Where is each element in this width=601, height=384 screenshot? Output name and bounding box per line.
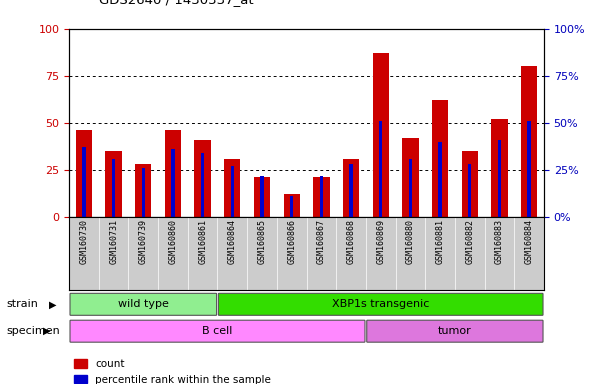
Text: GSM160730: GSM160730 bbox=[79, 219, 88, 264]
Text: tumor: tumor bbox=[438, 326, 472, 336]
Bar bbox=[112, 159, 115, 217]
Bar bbox=[320, 175, 323, 217]
Bar bbox=[224, 159, 240, 217]
FancyBboxPatch shape bbox=[367, 320, 543, 342]
Text: wild type: wild type bbox=[118, 299, 169, 310]
Bar bbox=[498, 140, 501, 217]
Bar bbox=[231, 166, 234, 217]
FancyBboxPatch shape bbox=[218, 293, 543, 315]
Bar bbox=[135, 164, 151, 217]
Text: GSM160881: GSM160881 bbox=[436, 219, 445, 264]
Text: GSM160866: GSM160866 bbox=[287, 219, 296, 264]
Text: GSM160864: GSM160864 bbox=[228, 219, 237, 264]
Bar bbox=[402, 138, 418, 217]
Bar bbox=[462, 151, 478, 217]
Text: strain: strain bbox=[6, 299, 38, 310]
Bar bbox=[284, 194, 300, 217]
Text: specimen: specimen bbox=[6, 326, 59, 336]
Text: GSM160861: GSM160861 bbox=[198, 219, 207, 264]
Bar bbox=[432, 100, 448, 217]
Bar bbox=[491, 119, 508, 217]
Bar bbox=[313, 177, 329, 217]
Bar bbox=[254, 177, 270, 217]
Text: GSM160731: GSM160731 bbox=[109, 219, 118, 264]
Bar bbox=[527, 121, 531, 217]
Text: GSM160869: GSM160869 bbox=[376, 219, 385, 264]
Text: GSM160865: GSM160865 bbox=[257, 219, 266, 264]
Text: ▶: ▶ bbox=[43, 326, 50, 336]
Bar bbox=[521, 66, 537, 217]
Text: GSM160880: GSM160880 bbox=[406, 219, 415, 264]
Bar bbox=[201, 153, 204, 217]
Bar bbox=[379, 121, 382, 217]
Bar bbox=[373, 53, 389, 217]
Bar bbox=[105, 151, 122, 217]
Text: GSM160867: GSM160867 bbox=[317, 219, 326, 264]
Bar bbox=[438, 142, 442, 217]
Bar bbox=[290, 196, 293, 217]
Bar bbox=[76, 131, 92, 217]
Bar bbox=[165, 131, 181, 217]
Bar bbox=[468, 164, 472, 217]
Bar bbox=[409, 159, 412, 217]
Text: GSM160883: GSM160883 bbox=[495, 219, 504, 264]
Text: GSM160882: GSM160882 bbox=[465, 219, 474, 264]
Bar bbox=[343, 159, 359, 217]
Bar bbox=[349, 164, 353, 217]
Bar bbox=[260, 175, 264, 217]
FancyBboxPatch shape bbox=[70, 293, 216, 315]
Text: GSM160739: GSM160739 bbox=[139, 219, 148, 264]
Bar bbox=[141, 168, 145, 217]
Text: GSM160868: GSM160868 bbox=[347, 219, 356, 264]
Legend: count, percentile rank within the sample: count, percentile rank within the sample bbox=[75, 359, 271, 384]
Text: XBP1s transgenic: XBP1s transgenic bbox=[332, 299, 429, 310]
Bar bbox=[171, 149, 175, 217]
Text: GSM160860: GSM160860 bbox=[168, 219, 177, 264]
FancyBboxPatch shape bbox=[70, 320, 365, 342]
Text: GSM160884: GSM160884 bbox=[525, 219, 534, 264]
Text: ▶: ▶ bbox=[49, 299, 56, 310]
Text: B cell: B cell bbox=[203, 326, 233, 336]
Bar bbox=[82, 147, 86, 217]
Bar bbox=[195, 140, 211, 217]
Text: GDS2640 / 1430337_at: GDS2640 / 1430337_at bbox=[99, 0, 254, 6]
